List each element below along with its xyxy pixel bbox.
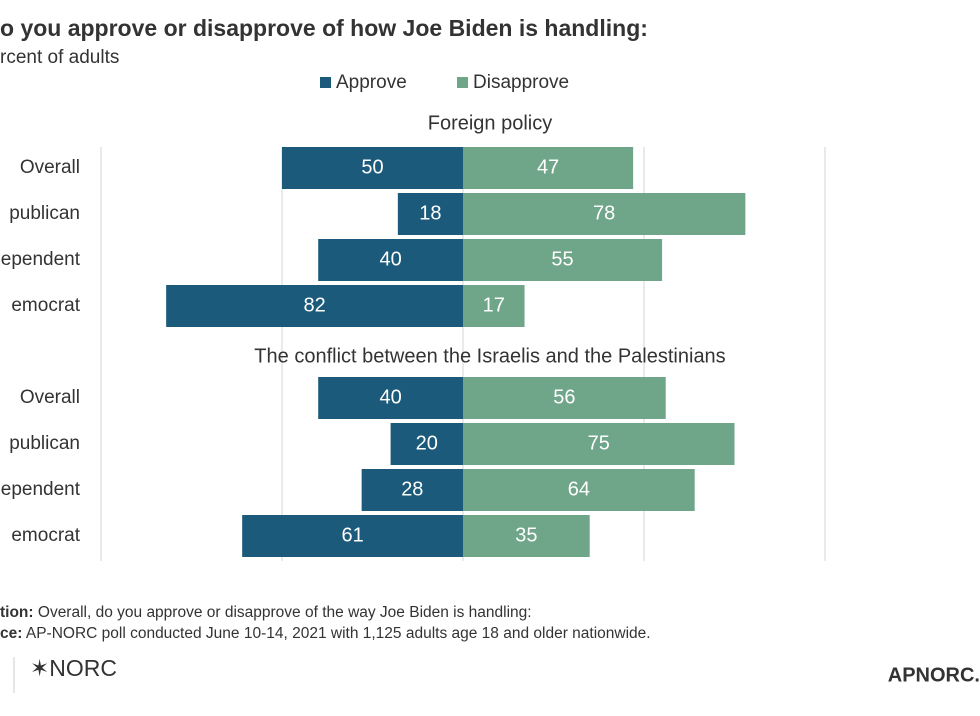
bar: [282, 147, 463, 189]
bar: [463, 515, 590, 557]
value-label: 35: [515, 524, 537, 546]
bar: [397, 193, 463, 235]
category-label: ependent: [1, 249, 81, 270]
category-label: publican: [9, 433, 80, 454]
value-label: 50: [361, 156, 383, 178]
chart-subtitle: rcent of adults: [0, 47, 119, 68]
note: ce: AP-NORC poll conducted June 10-14, 2…: [0, 625, 651, 642]
value-label: 17: [483, 294, 505, 316]
category-label: ependent: [1, 479, 81, 500]
bar: [463, 423, 735, 465]
legend-swatch: [320, 77, 331, 88]
value-label: 55: [551, 248, 573, 270]
category-label: emocrat: [11, 525, 80, 546]
value-label: 56: [553, 386, 575, 408]
note-label: ce:: [0, 625, 22, 642]
bar: [318, 377, 463, 419]
category-label: Overall: [20, 387, 80, 408]
panel-title: Foreign policy: [428, 112, 553, 134]
value-label: 28: [401, 478, 423, 500]
value-label: 82: [303, 294, 325, 316]
legend-swatch: [457, 77, 468, 88]
bar: [463, 469, 695, 511]
value-label: 18: [419, 202, 441, 224]
value-label: 40: [379, 248, 401, 270]
bar: [361, 469, 463, 511]
bar: [242, 515, 463, 557]
bar: [463, 193, 746, 235]
legend-label: Disapprove: [473, 72, 569, 93]
value-label: 40: [379, 386, 401, 408]
legend-label: Approve: [336, 72, 407, 93]
value-label: 47: [537, 156, 559, 178]
chart-title: o you approve or disapprove of how Joe B…: [0, 15, 648, 41]
category-label: publican: [9, 203, 80, 224]
bar: [390, 423, 463, 465]
value-label: 78: [593, 202, 615, 224]
brand: APNORC.: [888, 664, 980, 686]
bar: [463, 285, 525, 327]
value-label: 61: [341, 524, 363, 546]
panel-title: The conflict between the Israelis and th…: [254, 345, 725, 367]
value-label: 64: [568, 478, 590, 500]
bar: [166, 285, 463, 327]
note-label: tion:: [0, 604, 34, 621]
bar: [318, 239, 463, 281]
bar: [463, 147, 634, 189]
note-text: Overall, do you approve or disapprove of…: [34, 604, 532, 621]
note: tion: Overall, do you approve or disappr…: [0, 604, 532, 621]
logo: ✶NORC: [30, 655, 117, 681]
value-label: 75: [588, 432, 610, 454]
category-label: Overall: [20, 157, 80, 178]
bar: [463, 239, 663, 281]
value-label: 20: [416, 432, 438, 454]
bar: [463, 377, 666, 419]
category-label: emocrat: [11, 295, 80, 316]
note-text: AP-NORC poll conducted June 10-14, 2021 …: [22, 625, 650, 642]
